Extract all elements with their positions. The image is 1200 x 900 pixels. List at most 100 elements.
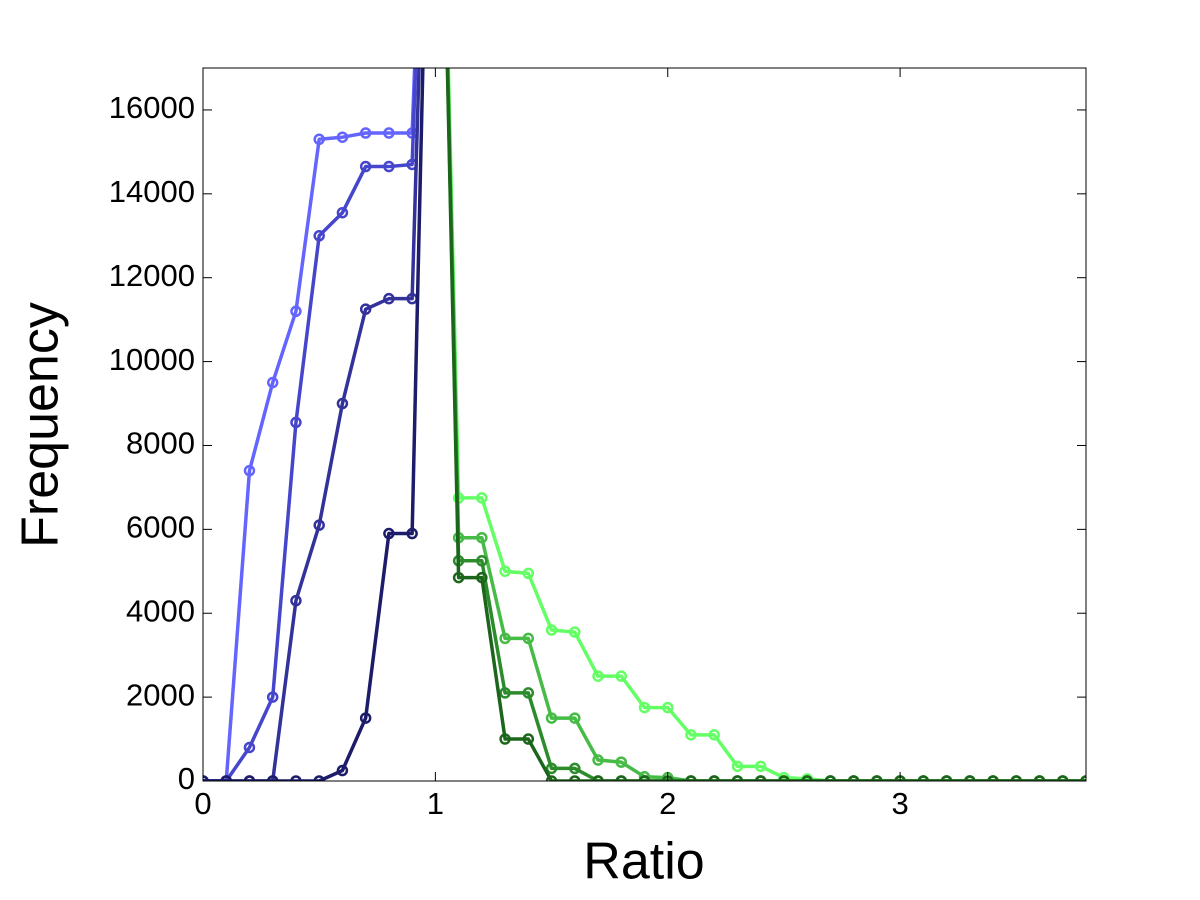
x-tick-label: 3 [891, 786, 908, 821]
y-tick-label: 8000 [126, 426, 195, 461]
point-marker [917, 775, 930, 781]
plot-area [203, 68, 1086, 781]
point-marker [708, 775, 720, 781]
y-tick-label: 0 [178, 761, 195, 796]
point-marker [685, 775, 697, 781]
point-marker [313, 519, 325, 531]
point-marker [592, 754, 604, 766]
x-tick-label: 1 [427, 786, 444, 821]
point-marker [290, 775, 302, 781]
series-line [203, 68, 425, 781]
point-marker [615, 670, 628, 682]
point-marker [754, 760, 767, 773]
point-marker [685, 729, 697, 741]
y-tick-label: 4000 [126, 593, 195, 628]
point-marker [940, 775, 953, 781]
series-line [203, 68, 418, 781]
series-line [445, 68, 1086, 781]
y-tick-label: 2000 [126, 677, 195, 712]
point-marker [336, 397, 349, 410]
point-marker [266, 376, 279, 389]
series-line [203, 68, 417, 781]
point-marker [615, 775, 628, 781]
series-line [445, 68, 1086, 781]
point-marker [243, 464, 256, 477]
point-marker [569, 762, 581, 775]
point-marker [476, 571, 488, 584]
point-marker [336, 764, 349, 777]
point-marker [615, 756, 628, 768]
point-marker [847, 775, 860, 781]
point-marker [592, 775, 604, 781]
point-marker [359, 127, 372, 139]
point-marker [336, 206, 349, 219]
point-marker [220, 775, 232, 781]
point-marker [569, 626, 581, 638]
y-tick-label: 12000 [109, 258, 195, 293]
point-marker [359, 712, 372, 724]
axes-box [202, 67, 1087, 782]
point-marker [476, 531, 488, 544]
point-marker [499, 733, 511, 745]
point-marker [661, 701, 674, 714]
point-marker [569, 775, 581, 781]
point-marker [290, 305, 302, 318]
point-marker [545, 624, 558, 636]
point-marker [359, 303, 372, 315]
point-marker [522, 733, 535, 745]
point-marker [731, 760, 744, 773]
point-marker [522, 687, 535, 699]
y-tick-label: 6000 [126, 510, 195, 545]
point-marker [313, 775, 325, 781]
point-marker [359, 160, 372, 173]
point-marker [545, 762, 558, 775]
point-marker [754, 775, 767, 781]
point-marker [452, 571, 465, 584]
point-marker [1010, 775, 1023, 781]
point-marker [522, 567, 535, 580]
point-marker [313, 133, 325, 146]
point-marker [266, 691, 279, 703]
point-marker [336, 131, 349, 143]
x-tick-label: 0 [194, 786, 211, 821]
point-marker [545, 712, 558, 724]
y-tick-label: 16000 [109, 90, 195, 125]
point-marker [778, 775, 790, 781]
series-line [446, 68, 1086, 781]
point-marker [569, 712, 581, 724]
point-marker [545, 775, 558, 781]
point-marker [708, 729, 720, 741]
point-marker [871, 775, 883, 781]
y-tick-label: 10000 [109, 342, 195, 377]
point-marker [383, 127, 395, 139]
point-marker [499, 687, 511, 699]
point-marker [243, 775, 256, 781]
point-marker [243, 741, 256, 754]
point-marker [592, 670, 604, 682]
point-marker [1057, 775, 1069, 781]
point-marker [638, 701, 651, 714]
point-marker [824, 775, 837, 781]
x-axis-label: Ratio [583, 833, 704, 891]
point-marker [522, 632, 535, 645]
series-line [203, 68, 421, 781]
point-marker [476, 492, 488, 504]
point-marker [290, 594, 302, 607]
point-marker [638, 771, 651, 781]
point-marker [1033, 775, 1046, 781]
point-marker [638, 775, 651, 781]
point-marker [383, 527, 395, 540]
point-marker [801, 775, 813, 781]
point-marker [499, 565, 511, 578]
y-tick-label: 14000 [109, 174, 195, 209]
point-marker [406, 527, 418, 540]
point-marker [499, 632, 511, 645]
point-marker [476, 555, 488, 567]
point-marker [964, 775, 976, 781]
y-axis-label: Frequency [12, 302, 70, 548]
x-tick-label: 2 [659, 786, 676, 821]
point-marker [266, 775, 279, 781]
series-line [446, 68, 1086, 781]
